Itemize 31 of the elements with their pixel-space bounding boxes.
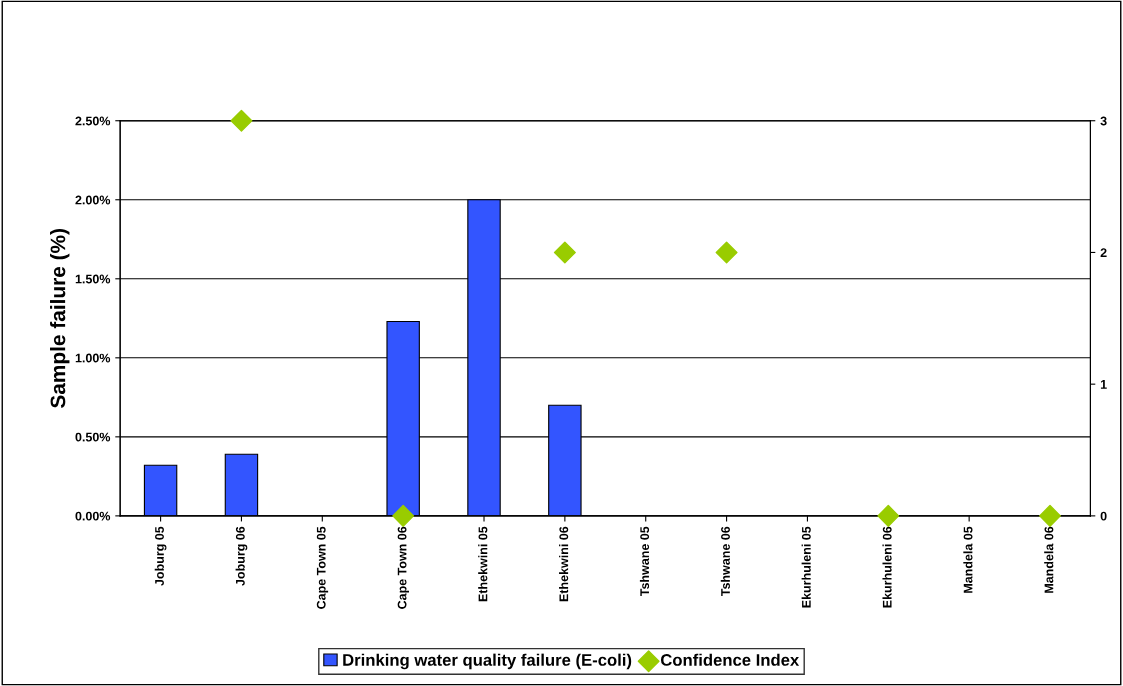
y2-tick-label: 3	[1100, 116, 1107, 126]
x-tick-label: Cape Town 05	[316, 526, 329, 609]
legend-label: Confidence Index	[660, 653, 800, 666]
x-tick-label: Cape Town 06	[397, 526, 409, 609]
y-tick-label: 0.00%	[75, 511, 111, 521]
y-tick-label: 1.00%	[75, 353, 111, 363]
legend-label: Drinking water quality failure (E-coli)	[343, 653, 632, 670]
y2-tick-label: 1	[1100, 380, 1107, 389]
y-tick-label: 0.50%	[75, 432, 111, 442]
y-tick-label: 1.50%	[75, 274, 111, 284]
x-tick-label: Tshwane 05	[639, 526, 650, 597]
y2-tick-label: 2	[1100, 248, 1107, 257]
y-axis-title: Sample failure (%)	[50, 229, 70, 408]
y-tick-label: 2.50%	[75, 116, 111, 126]
x-tick-label: Ekurhuleni 06	[882, 526, 892, 608]
point	[715, 241, 738, 264]
y2-tick-label: 0	[1100, 511, 1107, 521]
x-tick-label: Mandela 05	[963, 526, 973, 593]
x-tick-label: Joburg 06	[235, 526, 248, 586]
y-tick-label: 2.00%	[75, 195, 111, 205]
point	[877, 504, 900, 527]
point	[1039, 504, 1062, 527]
x-tick-label: Ethekwini 06	[559, 526, 569, 602]
x-tick-label: Ethekwini 05	[478, 526, 488, 602]
x-tick-label: Tshwane 06	[720, 526, 730, 597]
x-tick-label: Joburg 05	[154, 526, 167, 586]
point	[553, 241, 576, 264]
x-tick-label: Ekurhuleni 05	[801, 526, 811, 608]
point	[230, 109, 253, 132]
point	[392, 504, 415, 527]
x-tick-label: Mandela 06	[1044, 526, 1054, 593]
